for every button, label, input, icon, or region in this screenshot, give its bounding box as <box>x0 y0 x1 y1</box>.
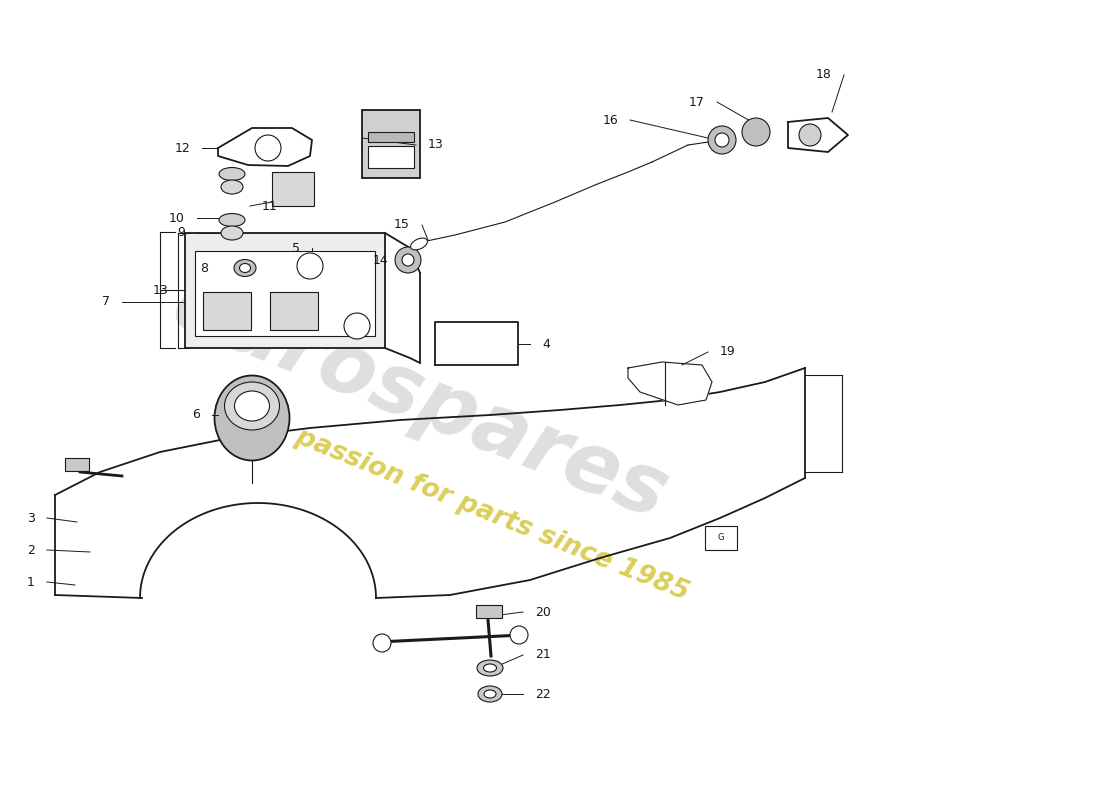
Text: a passion for parts since 1985: a passion for parts since 1985 <box>267 414 693 606</box>
Ellipse shape <box>234 259 256 277</box>
Bar <box>368 146 414 168</box>
Ellipse shape <box>224 382 279 430</box>
Ellipse shape <box>484 690 496 698</box>
Text: 14: 14 <box>372 254 388 266</box>
Circle shape <box>373 634 390 652</box>
Bar <box>272 172 313 206</box>
Text: 10: 10 <box>169 211 185 225</box>
Circle shape <box>799 124 821 146</box>
Text: 5: 5 <box>292 242 300 254</box>
Polygon shape <box>218 128 312 166</box>
Circle shape <box>715 133 729 147</box>
Ellipse shape <box>484 664 496 672</box>
Bar <box>362 110 420 178</box>
Text: 22: 22 <box>535 687 551 701</box>
Text: G: G <box>717 534 724 542</box>
Text: 8: 8 <box>200 262 208 274</box>
Text: 7: 7 <box>102 295 110 309</box>
Text: 15: 15 <box>394 218 410 231</box>
Ellipse shape <box>240 263 251 273</box>
Circle shape <box>708 126 736 154</box>
Text: 16: 16 <box>603 114 618 126</box>
Polygon shape <box>628 362 712 405</box>
Ellipse shape <box>221 226 243 240</box>
Circle shape <box>395 247 421 273</box>
Polygon shape <box>788 118 848 152</box>
Text: 13: 13 <box>428 138 443 151</box>
Bar <box>204 292 251 330</box>
Ellipse shape <box>234 391 270 421</box>
Polygon shape <box>434 322 518 365</box>
Text: 3: 3 <box>28 511 35 525</box>
Ellipse shape <box>221 180 243 194</box>
Bar <box>195 251 375 336</box>
Bar <box>270 292 318 330</box>
Text: 11: 11 <box>262 199 277 213</box>
Text: 4: 4 <box>542 338 550 350</box>
Circle shape <box>510 626 528 644</box>
Text: 21: 21 <box>535 649 551 662</box>
Bar <box>65 458 89 471</box>
Text: 9: 9 <box>177 226 185 239</box>
Ellipse shape <box>214 375 289 461</box>
Text: 19: 19 <box>720 346 736 358</box>
Circle shape <box>402 254 414 266</box>
Text: 13: 13 <box>152 283 168 297</box>
Bar <box>705 526 737 550</box>
Text: 20: 20 <box>535 606 551 618</box>
Ellipse shape <box>477 660 503 676</box>
Bar <box>476 605 502 618</box>
Text: 6: 6 <box>192 409 200 422</box>
Text: 17: 17 <box>689 95 705 109</box>
Ellipse shape <box>219 167 245 181</box>
Text: eurospares: eurospares <box>161 264 680 536</box>
Circle shape <box>344 313 370 339</box>
Circle shape <box>742 118 770 146</box>
Text: 12: 12 <box>174 142 190 154</box>
Ellipse shape <box>219 214 245 226</box>
Text: 1: 1 <box>28 575 35 589</box>
Circle shape <box>297 253 323 279</box>
Bar <box>368 132 414 142</box>
Circle shape <box>255 135 280 161</box>
Ellipse shape <box>410 238 428 250</box>
Text: 2: 2 <box>28 543 35 557</box>
Bar <box>185 233 385 348</box>
Text: 18: 18 <box>816 69 832 82</box>
Ellipse shape <box>478 686 502 702</box>
